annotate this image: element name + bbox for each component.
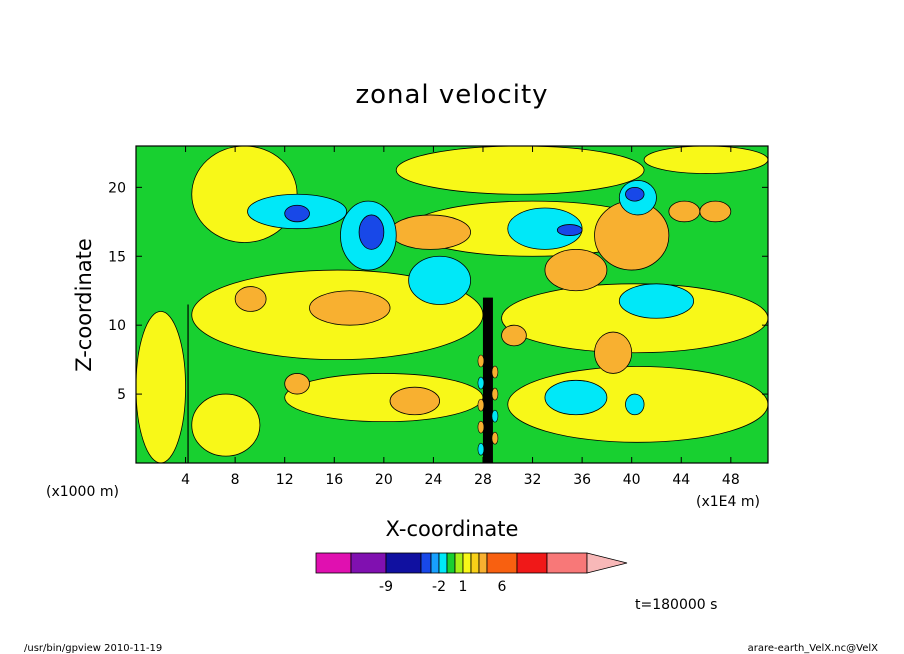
colorbar-label: -9 (379, 579, 393, 595)
contour-regions (136, 146, 768, 463)
contour-region-orange (309, 290, 391, 326)
plume-cell (477, 398, 485, 412)
plot-area (135, 145, 769, 464)
plume-cell (491, 365, 499, 379)
x-tick-label: 48 (722, 472, 740, 488)
colorbar-label: -2 (432, 579, 446, 595)
x-tick-label: 40 (623, 472, 641, 488)
y-tick-label: 10 (108, 318, 126, 334)
x-tick-label: 36 (573, 472, 591, 488)
contour-region-orange (284, 373, 310, 395)
contour-region-orange (501, 324, 527, 347)
plume-cell (491, 387, 499, 401)
y-tick-label: 15 (108, 249, 126, 265)
chart-title: zonal velocity (355, 80, 548, 110)
footer-left: /usr/bin/gpview 2010-11-19 (24, 643, 162, 654)
y-tick-label: 5 (117, 387, 126, 403)
x-tick-label: 20 (375, 472, 393, 488)
x-unit-left: (x1000 m) (46, 484, 119, 500)
colorbar-segment (546, 552, 588, 574)
plot-frame (135, 145, 769, 464)
contour-region-orange (594, 331, 633, 374)
colorbar-segment (385, 552, 422, 574)
colorbar-segment (470, 552, 480, 574)
plume-cell (491, 431, 499, 445)
y-axis: 5 10 15 20 (108, 180, 768, 403)
colorbar-segment (446, 552, 456, 574)
x-axis-label: X-coordinate (386, 517, 519, 541)
x-tick-label: 4 (181, 472, 190, 488)
contour-region-blue (358, 214, 385, 250)
colorbar-label: 6 (498, 579, 507, 595)
contour-region-orange (699, 200, 732, 223)
colorbar-segment (462, 552, 472, 574)
colorbar (315, 552, 628, 574)
plume-cell (477, 420, 485, 434)
colorbar-segment (478, 552, 488, 574)
colorbar-segment (438, 552, 448, 574)
contour-region-yellow (395, 146, 645, 195)
colorbar-segment (315, 552, 352, 574)
x-tick-label: 8 (231, 472, 240, 488)
x-tick-label: 32 (524, 472, 542, 488)
contour-region-blue (284, 204, 310, 223)
x-tick-label: 44 (672, 472, 690, 488)
x-unit-right: (x1E4 m) (696, 494, 760, 510)
y-axis-label: Z-coordinate (72, 238, 96, 372)
colorbar-segment (454, 552, 464, 574)
plume-cell (491, 409, 499, 423)
x-tick-label: 24 (424, 472, 442, 488)
y-tick-label: 20 (108, 180, 126, 196)
contour-region-blue (556, 224, 583, 236)
footer-right: arare-earth_VelX.nc@VelX (748, 643, 879, 654)
contour-region-yellow (284, 373, 484, 423)
contour-region-cyan (408, 255, 471, 305)
plume-column (187, 297, 499, 463)
contour-region-orange (234, 286, 267, 312)
colorbar-labels: -9 -2 1 6 (379, 579, 507, 595)
time-label: t=180000 s (635, 597, 717, 613)
contour-region-yellow (136, 311, 186, 463)
plume-core (482, 297, 493, 463)
colorbar-segment (516, 552, 548, 574)
colorbar-label: 1 (459, 579, 468, 595)
x-tick-label: 12 (276, 472, 294, 488)
contour-region-yellow (643, 146, 768, 174)
colorbar-segment (486, 552, 518, 574)
contour-region-orange (544, 248, 608, 292)
contour-region-cyan (618, 283, 695, 319)
contour-region-yellow (191, 393, 261, 457)
x-tick-label: 16 (325, 472, 343, 488)
x-axis: 4 8 12 16 20 24 28 32 36 40 44 48 (181, 146, 740, 488)
contour-region-cyan (625, 393, 645, 416)
colorbar-segment (350, 552, 387, 574)
colorbar-segment (430, 552, 440, 574)
contour-region-blue (625, 186, 645, 202)
plume-cell (477, 442, 485, 456)
contour-region-orange (668, 200, 701, 223)
contour-region-orange (389, 386, 441, 416)
colorbar-segment (420, 552, 432, 574)
x-tick-label: 28 (474, 472, 492, 488)
contour-region-orange (389, 214, 471, 250)
plume-cell (477, 354, 485, 368)
plume-cell (477, 376, 485, 390)
colorbar-extend-arrow (586, 552, 628, 574)
contour-region-cyan (544, 379, 608, 416)
